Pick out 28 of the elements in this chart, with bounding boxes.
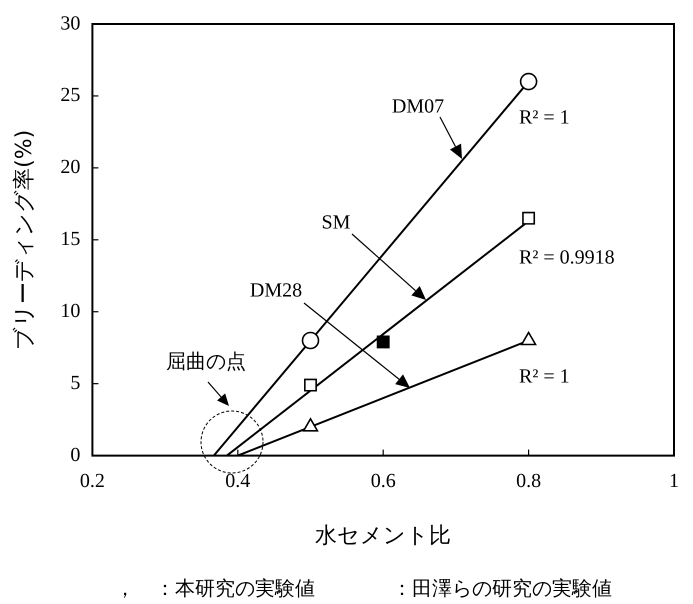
annotation: R² = 1 (519, 106, 570, 128)
y-tick-label: 25 (60, 84, 80, 106)
y-tick-label: 30 (60, 12, 80, 34)
x-tick-label: 0.6 (370, 470, 396, 492)
x-tick-label: 0.4 (225, 470, 250, 492)
point (302, 332, 320, 350)
text: ：田澤らの研究の実験値 (392, 576, 612, 600)
x-tick-label: 0.8 (516, 470, 542, 492)
annotation: R² = 1 (519, 365, 570, 388)
y-tick-label: 10 (60, 300, 80, 322)
x-axis-title: 水セメント比 (315, 524, 452, 549)
point (522, 212, 536, 225)
point (520, 72, 538, 90)
annotation: SM (322, 211, 351, 234)
annotation: DM28 (250, 279, 302, 302)
x-tick-label: 1 (669, 470, 679, 492)
y-tick-label: 15 (60, 228, 80, 250)
y-tick-label: 20 (60, 156, 80, 178)
point (376, 335, 390, 348)
annotation: 屈曲の点 (166, 349, 246, 374)
x-tick-label: 0.2 (80, 470, 105, 492)
y-tick-label: 0 (70, 444, 80, 466)
annotation: R² = 0.9918 (519, 246, 615, 268)
point (304, 378, 317, 392)
y-axis-title: ブリーディング率(%) (12, 130, 37, 350)
y-tick-label: 5 (70, 372, 80, 394)
text: ， ：本研究の実験値 (115, 576, 315, 600)
annotation: DM07 (392, 95, 444, 118)
